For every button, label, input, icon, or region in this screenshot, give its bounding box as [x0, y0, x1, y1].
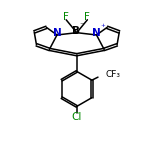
Text: N: N: [53, 28, 62, 38]
Text: ⁺: ⁺: [100, 23, 105, 32]
Text: CF₃: CF₃: [106, 70, 121, 79]
Text: ⁻: ⁻: [79, 21, 84, 30]
Text: Cl: Cl: [72, 112, 82, 122]
Text: F: F: [63, 12, 69, 22]
Text: F: F: [85, 12, 90, 22]
Text: N: N: [92, 28, 101, 38]
Text: B: B: [73, 26, 80, 36]
